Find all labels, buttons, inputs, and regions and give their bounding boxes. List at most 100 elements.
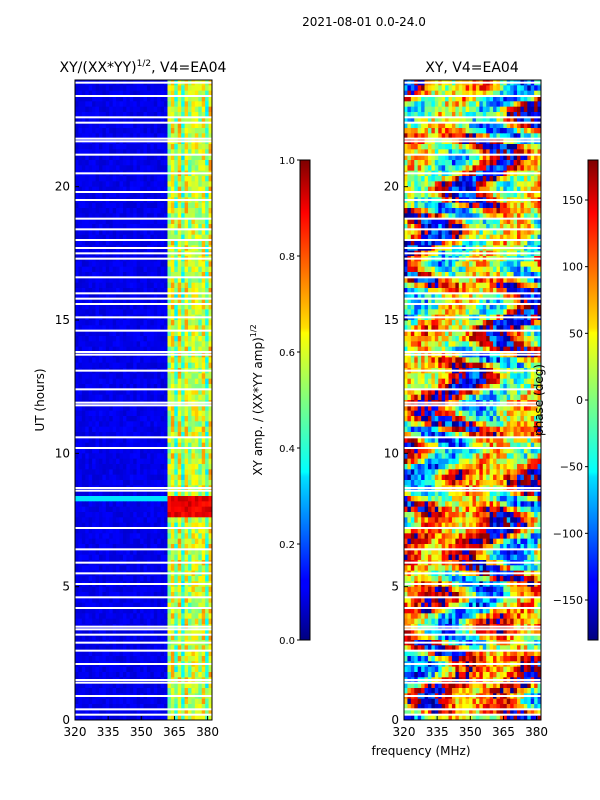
heatmap-cell [150, 538, 155, 545]
heatmap-cell [146, 432, 151, 438]
heatmap-cell [81, 117, 86, 124]
heatmap-cell [451, 85, 456, 92]
heatmap-cell [136, 586, 141, 593]
heatmap-cell [129, 688, 134, 694]
heatmap-cell [136, 517, 141, 524]
heatmap-cell [75, 682, 79, 689]
heatmap-cell [150, 608, 155, 614]
heatmap-cell [88, 672, 93, 678]
heatmap-cell [78, 512, 83, 518]
heatmap-cell [150, 528, 155, 534]
flag-gap [75, 649, 212, 652]
heatmap-cell [177, 133, 182, 140]
heatmap-cell [95, 272, 100, 278]
heatmap-cell [109, 453, 114, 460]
heatmap-cell [102, 213, 107, 220]
heatmap-cell [150, 320, 155, 326]
heatmap-cell [112, 426, 117, 433]
heatmap-cell [81, 528, 86, 534]
heatmap-cell [174, 266, 179, 273]
heatmap-cell [201, 426, 206, 433]
heatmap-cell [157, 117, 162, 124]
heatmap-cell [184, 416, 189, 422]
heatmap-cell [119, 714, 124, 721]
heatmap-cell [133, 629, 138, 636]
heatmap-cell [78, 282, 83, 289]
heatmap-cell [146, 218, 151, 225]
heatmap-cell [126, 160, 131, 166]
heatmap-cell [150, 698, 155, 705]
heatmap-cell [146, 480, 151, 486]
heatmap-cell [136, 496, 141, 502]
heatmap-cell [105, 160, 110, 166]
heatmap-cell [177, 261, 182, 268]
heatmap-cell [109, 90, 114, 97]
heatmap-cell [198, 192, 203, 198]
heatmap-cell [208, 474, 213, 481]
heatmap-cell [105, 336, 110, 342]
heatmap-cell [164, 544, 168, 550]
heatmap-cell [119, 501, 124, 508]
heatmap-cell [177, 117, 182, 124]
heatmap-cell [170, 336, 175, 342]
heatmap-cell [201, 629, 206, 636]
heatmap-cell [112, 618, 117, 625]
heatmap-cell [201, 85, 206, 92]
heatmap-cell [78, 272, 83, 278]
heatmap-cell [174, 666, 179, 673]
heatmap-cell [208, 394, 213, 401]
heatmap-cell [116, 549, 120, 556]
heatmap-cell [75, 565, 79, 572]
heatmap-cell [119, 565, 124, 572]
heatmap-cell [136, 602, 141, 609]
heatmap-cell [181, 389, 185, 396]
heatmap-cell [191, 266, 196, 273]
heatmap-cell [105, 240, 110, 246]
heatmap-cell [133, 538, 138, 545]
heatmap-cell [170, 458, 175, 465]
heatmap-cell [198, 373, 203, 380]
heatmap-cell [184, 650, 189, 657]
heatmap-cell [112, 202, 117, 209]
heatmap-cell [105, 480, 110, 486]
heatmap-cell [181, 464, 185, 470]
heatmap-cell [184, 304, 189, 310]
heatmap-cell [119, 506, 124, 513]
heatmap-cell [181, 309, 185, 316]
heatmap-cell [95, 117, 100, 124]
heatmap-cell [112, 565, 117, 572]
heatmap-cell [167, 133, 172, 140]
heatmap-cell [184, 645, 189, 652]
heatmap-cell [122, 330, 127, 337]
heatmap-cell [133, 501, 138, 508]
heatmap-cell [143, 144, 148, 150]
heatmap-cell [88, 650, 93, 657]
heatmap-cell [153, 608, 158, 614]
heatmap-cell [188, 384, 192, 390]
heatmap-cell [191, 528, 196, 534]
heatmap-cell [88, 421, 93, 428]
heatmap-cell [88, 656, 93, 662]
heatmap-cell [75, 549, 79, 556]
heatmap-cell [92, 186, 96, 193]
heatmap-cell [475, 85, 480, 92]
heatmap-cell [81, 437, 86, 444]
heatmap-cell [126, 213, 131, 220]
heatmap-cell [116, 378, 120, 385]
heatmap-cell [469, 85, 473, 92]
heatmap-cell [198, 336, 203, 342]
heatmap-cell [205, 432, 209, 438]
heatmap-cell [177, 512, 182, 518]
heatmap-cell [146, 512, 151, 518]
heatmap-cell [78, 506, 83, 513]
heatmap-cell [167, 336, 172, 342]
heatmap-cell [208, 336, 213, 342]
heatmap-cell [188, 682, 192, 689]
heatmap-cell [177, 688, 182, 694]
heatmap-cell [140, 234, 144, 241]
heatmap-cell [92, 448, 96, 454]
heatmap-cell [198, 213, 203, 220]
flag-gap [75, 329, 212, 332]
heatmap-cell [208, 469, 213, 476]
heatmap-cell [201, 234, 206, 241]
